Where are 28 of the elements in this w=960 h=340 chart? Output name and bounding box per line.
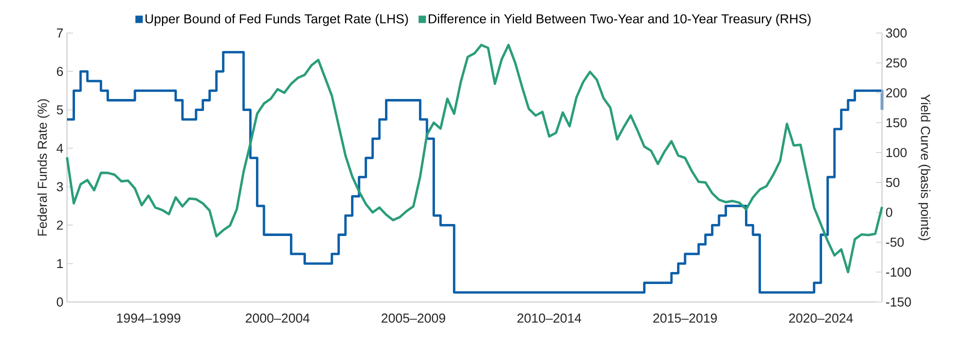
legend-label: Difference in Yield Between Two-Year and 10-Year Treasury (RHS) [428, 14, 811, 26]
y-tick-label: 2 [56, 220, 63, 230]
x-tick-label: 2000–2004 [246, 314, 310, 323]
y2-tick-label: 250 [886, 58, 907, 68]
x-tick-label: 1994–1999 [117, 314, 180, 323]
y-tick-label: 1 [57, 259, 63, 268]
x-tick-label: 2010–2014 [517, 314, 582, 323]
y-tick-label: 6 [56, 66, 63, 76]
x-tick-label: 2005–2009 [382, 314, 446, 323]
y-tick-label: 5 [56, 105, 63, 114]
y2-tick-label: 200 [886, 88, 907, 98]
y-tick-label: 7 [56, 28, 63, 38]
y2-axis-title: Yield Curve (basis points) [918, 94, 930, 240]
y2-tick-label: 50 [886, 178, 900, 188]
legend-label: Upper Bound of Fed Funds Target Rate (LHS) [146, 14, 408, 26]
x-tick-label: 2020–2024 [789, 314, 853, 323]
y2-tick-label: -50 [886, 238, 904, 247]
y-axis-title: Federal Funds Rate (%) [37, 99, 50, 236]
y2-tick-label: -100 [886, 268, 911, 277]
y2-tick-label: 300 [886, 28, 907, 38]
y2-tick-label: 100 [886, 148, 907, 158]
y-tick-label: 4 [56, 144, 64, 153]
y2-tick-label: 0 [886, 208, 892, 217]
x-tick-label: 2015–2019 [653, 314, 717, 323]
y-tick-label: 0 [56, 297, 63, 307]
y-tick-label: 3 [56, 182, 63, 192]
y2-tick-label: -150 [886, 297, 911, 307]
y2-tick-label: 150 [886, 118, 907, 128]
